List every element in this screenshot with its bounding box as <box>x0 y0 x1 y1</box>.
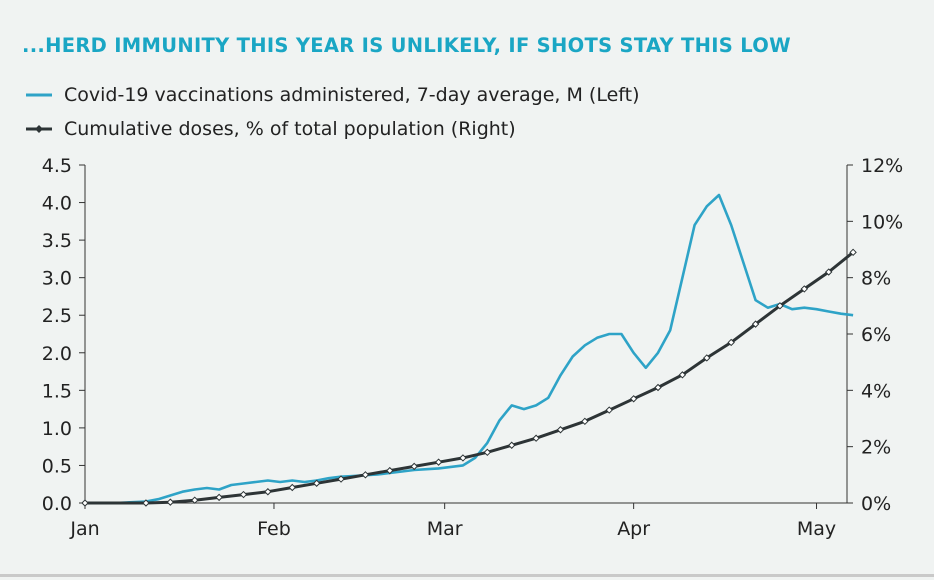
y-left-tick-label: 3.0 <box>42 268 72 290</box>
series-marker-cumulative <box>556 426 565 434</box>
series-marker-cumulative <box>727 338 735 347</box>
y-left-tick-label: 3.5 <box>42 230 72 252</box>
legend-item-cumulative: Cumulative doses, % of total population … <box>20 112 640 146</box>
y-left-tick-label: 1.0 <box>42 418 72 440</box>
legend: Covid-19 vaccinations administered, 7-da… <box>20 78 640 146</box>
y-left-tick-label: 4.5 <box>42 155 72 177</box>
x-tick-label: Feb <box>257 518 291 540</box>
series-marker-cumulative <box>386 466 394 475</box>
series-marker-cumulative <box>629 395 638 403</box>
series-marker-cumulative <box>703 354 711 362</box>
series-marker-cumulative <box>654 383 662 392</box>
y-right-tick-label: 8% <box>861 268 891 290</box>
series-marker-cumulative <box>751 320 760 328</box>
x-tick-label: May <box>797 518 836 540</box>
series-line-cumulative <box>85 251 855 505</box>
y-left-tick-label: 0.5 <box>42 455 72 477</box>
y-left-tick-label: 1.5 <box>42 380 72 402</box>
series-marker-cumulative <box>532 434 540 442</box>
series-marker-cumulative <box>434 458 443 466</box>
series-marker-cumulative <box>678 371 687 379</box>
y-right-tick-label: 4% <box>861 380 891 402</box>
series-marker-cumulative <box>361 471 370 479</box>
series-marker-cumulative <box>215 493 223 502</box>
y-left-tick-label: 0.0 <box>42 493 72 515</box>
series-marker-cumulative <box>264 488 272 496</box>
x-tick-label: Jan <box>69 518 99 540</box>
series-marker-cumulative <box>288 483 296 492</box>
series-marker-cumulative <box>239 490 248 499</box>
series-marker-cumulative <box>81 499 89 507</box>
series-line-vaccinations <box>85 193 854 505</box>
legend-item-vaccinations: Covid-19 vaccinations administered, 7-da… <box>20 78 640 112</box>
series-marker-cumulative <box>410 462 418 471</box>
y-right-tick-label: 10% <box>861 211 903 233</box>
legend-label-cumulative: Cumulative doses, % of total population … <box>64 118 516 140</box>
series-marker-cumulative <box>825 268 833 276</box>
series-marker-cumulative <box>800 285 809 293</box>
x-tick-label: Apr <box>617 518 650 540</box>
bottom-divider <box>0 574 934 577</box>
legend-label-vaccinations: Covid-19 vaccinations administered, 7-da… <box>64 84 640 106</box>
series-marker-cumulative <box>849 248 857 257</box>
x-tick-label: Mar <box>427 518 463 540</box>
series-marker-cumulative <box>312 479 321 487</box>
y-right-tick-label: 2% <box>861 437 891 459</box>
series-marker-cumulative <box>605 406 613 414</box>
y-left-tick-label: 2.5 <box>42 305 72 327</box>
series-marker-cumulative <box>166 498 175 506</box>
series-marker-cumulative <box>483 448 492 457</box>
series-marker-cumulative <box>508 441 516 449</box>
y-right-tick-label: 0% <box>861 493 891 515</box>
series-marker-cumulative <box>337 475 345 483</box>
legend-swatch-line-icon <box>26 93 52 97</box>
series-marker-cumulative <box>191 496 199 504</box>
y-left-tick-label: 4.0 <box>42 193 72 215</box>
series-marker-cumulative <box>581 417 589 426</box>
legend-swatch-marker-line-icon <box>26 125 52 133</box>
y-left-tick-label: 2.0 <box>42 343 72 365</box>
series-marker-cumulative <box>459 454 467 462</box>
series-marker-cumulative <box>776 302 784 310</box>
chart-title: ...HERD IMMUNITY THIS YEAR IS UNLIKELY, … <box>22 34 791 57</box>
y-right-tick-label: 12% <box>861 155 903 177</box>
series-marker-cumulative <box>142 499 150 507</box>
y-right-tick-label: 6% <box>861 324 891 346</box>
